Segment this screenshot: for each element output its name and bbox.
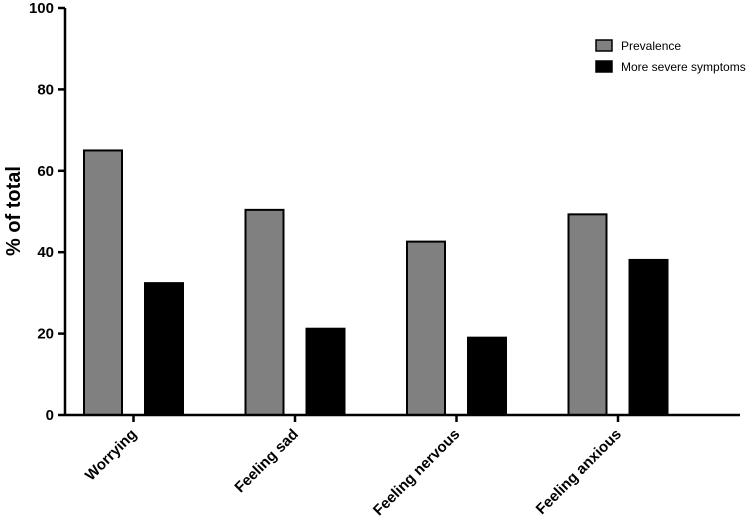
legend-label-more-severe-symptoms: More severe symptoms	[621, 60, 746, 74]
bar-prevalence-feeling-sad	[244, 208, 285, 416]
bar-prevalence-feeling-nervous	[406, 240, 446, 416]
y-tick-label: 80	[37, 81, 54, 98]
bar-more-severe-symptoms-worrying	[144, 282, 184, 416]
x-tick-label-feeling-nervous: Feeling nervous	[370, 426, 463, 517]
legend: Prevalence More severe symptoms	[595, 39, 746, 74]
y-tick-label: 100	[29, 0, 54, 17]
legend-swatch-prevalence	[595, 39, 613, 52]
bar-more-severe-symptoms-feeling-sad	[305, 327, 346, 416]
bars-group	[83, 149, 669, 417]
y-ticks-group: 0 20 40 60 80 100	[29, 0, 65, 424]
bar-prevalence-feeling-anxious	[567, 213, 608, 416]
x-ticks-group: Worrying Feeling sad Feeling nervous Feelin…	[82, 415, 625, 517]
bar-more-severe-symptoms-feeling-nervous	[467, 336, 507, 417]
x-tick-label-worrying: Worrying	[82, 426, 140, 484]
y-axis-title: % of total	[3, 166, 25, 256]
legend-swatch-more-severe-symptoms	[595, 60, 613, 73]
legend-label-prevalence: Prevalence	[621, 39, 681, 53]
bar-more-severe-symptoms-feeling-anxious	[628, 258, 669, 417]
x-tick-label-feeling-anxious: Feeling anxious	[533, 426, 625, 517]
y-tick-label: 20	[37, 326, 54, 343]
y-tick-label: 0	[46, 407, 54, 424]
y-tick-label: 60	[37, 163, 54, 180]
y-tick-label: 40	[37, 244, 54, 261]
bar-prevalence-worrying	[83, 149, 123, 416]
x-tick-label-feeling-sad: Feeling sad	[231, 426, 301, 496]
